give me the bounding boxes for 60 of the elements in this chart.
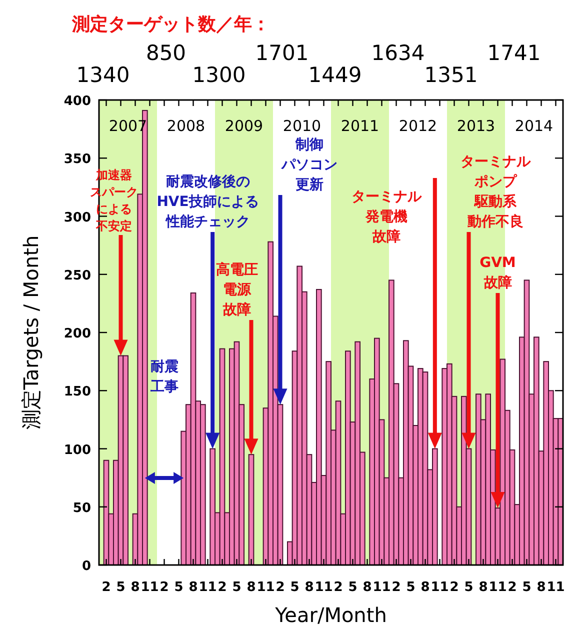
x-tick-label: 2 [160,580,169,595]
x-tick-label: 2 [102,580,111,595]
x-tick-label: 5 [464,580,474,595]
y-tick-label: 50 [72,500,91,516]
x-tick-label: 2 [276,580,285,595]
x-tick-label: 2 [508,580,517,595]
y-tick-label: 150 [64,384,91,400]
x-tick-label: 8 [130,580,140,595]
x-tick-label: 8 [246,580,256,595]
x-axis-title: Year/Month [274,603,387,627]
x-tick-label: 8 [362,580,372,595]
x-tick-label: 5 [348,580,358,595]
x-tick-label: 2 [334,580,343,595]
x-tick-label: 8 [304,580,314,595]
x-tick-label: 8 [536,580,546,595]
y-tick-label: 0 [82,559,91,574]
x2-tick-label: 2012 [398,117,438,135]
x-tick-label: 11 [314,580,333,595]
x-tick-label: 11 [140,580,159,595]
y-tick-label: 250 [64,268,91,284]
x-tick-label: 2 [450,580,459,595]
bar [210,448,216,566]
x2-tick-label: 2010 [282,117,322,135]
chart-title: 測定ターゲット数／年： [71,14,270,35]
y-axis-title: 測定Targets / Month [19,235,43,430]
x-tick-label: 11 [256,580,275,595]
x-tick-label: 11 [372,580,391,595]
x-tick-label: 11 [430,580,449,595]
y-tick-label: 400 [64,94,91,109]
y-tick-label: 300 [64,210,91,226]
x-tick-label: 5 [522,580,532,595]
x2-tick-label: 2011 [340,117,380,135]
x-tick-label: 11 [488,580,507,595]
x2-tick-label: 2008 [166,117,206,135]
x2-tick-label: 2013 [456,117,496,135]
x-tick-label: 11 [198,580,217,595]
text: 850 [146,41,186,65]
text: 1300 [192,63,246,87]
text: 1340 [76,63,130,87]
x-tick-label: 5 [290,580,300,595]
x-tick-label: 2 [392,580,401,595]
y-tick-label: 200 [64,326,91,342]
text: 1701 [255,41,309,65]
x2-tick-label: 2014 [514,117,554,135]
x-tick-label: 8 [188,580,198,595]
text: 1449 [308,63,362,87]
y-tick-label: 100 [64,442,91,458]
x-tick-label: 2 [218,580,227,595]
text: 1634 [371,41,425,65]
text: 1741 [487,41,541,65]
x-tick-label: 5 [232,580,242,595]
x-tick-label: 8 [420,580,430,595]
x-tick-label: 5 [116,580,126,595]
text: 1351 [424,63,478,87]
y-tick-label: 350 [64,152,91,168]
x-tick-label: 11 [546,580,565,595]
x-tick-label: 5 [174,580,184,595]
x-tick-label: 8 [478,580,488,595]
x2-tick-label: 2009 [224,117,264,135]
x-tick-label: 5 [406,580,416,595]
